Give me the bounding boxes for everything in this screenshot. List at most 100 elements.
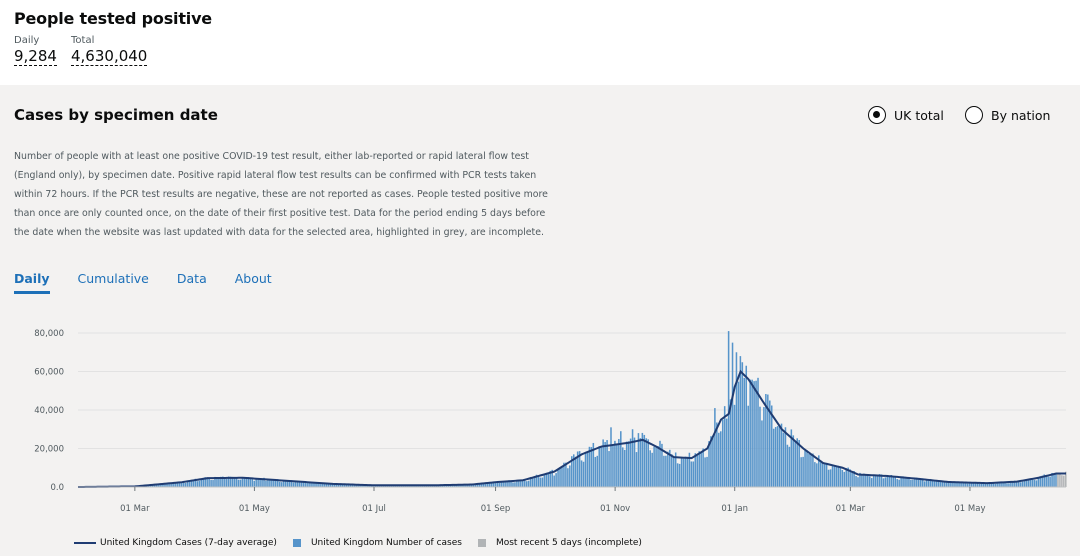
daily-bar — [802, 456, 804, 487]
total-value[interactable]: 4,630,040 — [71, 47, 148, 66]
tab-cumulative[interactable]: Cumulative — [77, 271, 149, 286]
daily-bar — [1037, 476, 1040, 487]
daily-bar — [914, 478, 916, 487]
daily-bar — [151, 484, 154, 487]
daily-bar — [265, 480, 267, 487]
daily-bar — [288, 480, 291, 487]
daily-bar — [325, 483, 328, 487]
daily-bar — [561, 466, 563, 487]
daily-bar — [1016, 481, 1018, 487]
daily-bar — [192, 479, 195, 487]
daily-bar — [473, 484, 475, 487]
daily-bar — [341, 484, 344, 487]
daily-bar — [718, 432, 720, 487]
total-label: Total — [71, 35, 95, 46]
daily-bar — [569, 465, 571, 487]
daily-bar — [347, 485, 350, 487]
radio-uk-total[interactable]: UK total — [868, 106, 944, 124]
tab-data[interactable]: Data — [176, 271, 207, 286]
daily-bar — [765, 394, 767, 487]
daily-bar — [167, 483, 169, 487]
daily-bar — [596, 455, 599, 487]
daily-bar — [894, 476, 896, 487]
daily-bar — [241, 477, 244, 487]
daily-bar — [876, 475, 879, 487]
daily-bar — [829, 469, 832, 487]
daily-bar — [667, 451, 669, 487]
daily-bar — [576, 451, 579, 487]
daily-bar — [253, 480, 255, 487]
radio-selected-icon[interactable] — [868, 106, 886, 124]
daily-bar — [733, 404, 736, 487]
radio-unselected-icon[interactable] — [965, 106, 983, 124]
daily-bar — [798, 440, 800, 487]
daily-bar — [572, 454, 575, 487]
daily-bar — [1043, 474, 1045, 487]
daily-metric: Daily 9,284 — [14, 35, 57, 66]
daily-bar — [908, 477, 910, 487]
daily-bar — [720, 431, 722, 487]
daily-bar — [518, 480, 520, 487]
daily-bar — [696, 455, 699, 487]
daily-bar — [508, 480, 510, 487]
daily-bar — [841, 469, 844, 487]
incomplete-bar — [1065, 471, 1067, 487]
daily-bar — [967, 483, 969, 487]
legend-bar-swatch — [292, 539, 301, 547]
daily-bar — [1051, 472, 1053, 487]
daily-bar — [661, 443, 663, 487]
daily-bar — [633, 437, 636, 487]
daily-bar — [778, 424, 781, 487]
daily-bar — [953, 482, 955, 487]
daily-bar — [531, 476, 534, 487]
x-tick-label: 01 May — [239, 504, 270, 514]
daily-bar — [749, 379, 751, 487]
daily-bar — [306, 482, 308, 487]
daily-bar — [612, 444, 614, 487]
daily-bar — [827, 469, 830, 487]
daily-bar — [751, 379, 753, 487]
tab-daily[interactable]: Daily — [14, 271, 50, 294]
daily-value[interactable]: 9,284 — [14, 47, 57, 66]
daily-bar — [896, 479, 898, 487]
daily-bar — [968, 482, 971, 487]
daily-bar — [735, 352, 738, 487]
daily-bar — [645, 438, 648, 487]
daily-bar — [947, 481, 949, 487]
daily-bar — [1008, 483, 1010, 487]
daily-bar — [563, 462, 565, 487]
daily-bar — [990, 482, 993, 487]
daily-bar — [919, 478, 922, 487]
radio-by-nation[interactable]: By nation — [965, 106, 1050, 124]
daily-bar — [286, 480, 289, 487]
daily-bar — [594, 456, 597, 487]
x-tick-label: 01 Mar — [836, 504, 866, 514]
daily-bar — [263, 477, 265, 487]
tab-about[interactable]: About — [234, 271, 272, 286]
x-tick-label: 01 Sep — [481, 504, 511, 514]
daily-bar — [1023, 479, 1026, 487]
radio-uk-label: UK total — [894, 107, 944, 123]
daily-bar — [721, 419, 724, 487]
daily-bar — [680, 457, 683, 487]
legend-item-average[interactable]: United Kingdom Cases (7-day average) — [74, 538, 277, 548]
daily-bar — [1033, 479, 1036, 487]
incomplete-bar — [1057, 473, 1059, 487]
daily-bar — [900, 476, 902, 487]
daily-bar — [261, 479, 263, 487]
legend-item-incomplete[interactable]: Most recent 5 days (incomplete) — [477, 538, 642, 548]
daily-bar — [618, 438, 620, 487]
daily-bar — [535, 474, 538, 487]
legend-line-swatch — [74, 542, 96, 544]
daily-bar — [247, 477, 250, 487]
daily-bar — [945, 481, 947, 487]
daily-bar — [173, 482, 175, 487]
legend-item-cases[interactable]: United Kingdom Number of cases — [292, 538, 462, 548]
daily-bar — [1019, 482, 1022, 487]
daily-bar — [739, 356, 742, 487]
daily-bar — [868, 476, 871, 487]
daily-bar — [845, 468, 847, 487]
daily-bar — [431, 485, 434, 487]
daily-bar — [239, 479, 242, 487]
daily-bar — [1006, 483, 1008, 487]
